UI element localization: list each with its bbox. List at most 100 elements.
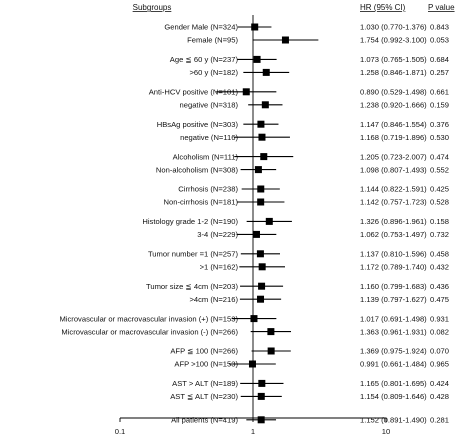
row-label: Non-alcoholism (N=308) bbox=[156, 165, 239, 174]
hr-marker bbox=[265, 217, 273, 225]
x-tick-label: 1 bbox=[251, 427, 255, 436]
row-label: HBsAg positive (N=303) bbox=[157, 120, 239, 129]
p-value: 0.732 bbox=[430, 230, 449, 239]
row-label: AFP >100 (N=153) bbox=[174, 360, 238, 369]
row-label: AST > ALT (N=189) bbox=[172, 379, 238, 388]
hr-marker bbox=[250, 315, 258, 323]
hr-marker bbox=[257, 392, 265, 400]
row-label: All patients (N=419) bbox=[171, 416, 238, 425]
hr-ci-value: 0.890 (0.529-1.498) bbox=[360, 88, 427, 97]
hr-marker bbox=[257, 198, 265, 206]
hr-ci-value: 1.062 (0.753-1.497) bbox=[360, 230, 427, 239]
row-label: AFP ≦ 100 (N=266) bbox=[170, 347, 238, 356]
row-label: Female (N=95) bbox=[187, 36, 238, 45]
row-label: negative (N=116) bbox=[180, 133, 238, 142]
row-label: Microvascular or macrovascular invasion … bbox=[59, 314, 238, 323]
p-value: 0.931 bbox=[430, 314, 449, 323]
hr-ci-value: 1.205 (0.723-2.007) bbox=[360, 152, 427, 161]
hr-marker bbox=[253, 55, 261, 63]
row-label: >4cm (N=216) bbox=[189, 295, 238, 304]
hr-ci-value: 1.154 (0.809-1.646) bbox=[360, 392, 427, 401]
hr-marker bbox=[257, 416, 265, 424]
row-label: Histology grade 1-2 (N=190) bbox=[142, 217, 238, 226]
hr-ci-value: 1.073 (0.765-1.505) bbox=[360, 55, 427, 64]
hr-marker bbox=[261, 101, 269, 109]
p-value: 0.257 bbox=[430, 68, 449, 77]
row-label: Microvascular or macrovascular invasion … bbox=[61, 327, 238, 336]
x-axis-ticks: 0.1 1 10 bbox=[115, 418, 390, 436]
hr-marker bbox=[258, 282, 266, 290]
hr-ci-value: 1.168 (0.719-1.896) bbox=[360, 133, 427, 142]
hr-marker bbox=[262, 68, 270, 76]
hr-ci-value: 1.160 (0.799-1.683) bbox=[360, 282, 427, 291]
hr-ci-value: 1.172 (0.789-1.740) bbox=[360, 263, 427, 272]
hr-ci-value: 1.369 (0.975-1.924) bbox=[360, 347, 427, 356]
p-value: 0.281 bbox=[430, 416, 449, 425]
hr-ci-value: 1.165 (0.801-1.695) bbox=[360, 379, 427, 388]
p-value: 0.376 bbox=[430, 120, 449, 129]
header-hr: HR (95% CI) bbox=[360, 3, 406, 12]
hr-marker bbox=[258, 133, 266, 141]
p-value: 0.474 bbox=[430, 152, 449, 161]
hr-marker bbox=[242, 88, 250, 96]
row-label: Anti-HCV positive (N=101) bbox=[149, 88, 239, 97]
p-value: 0.436 bbox=[430, 282, 449, 291]
p-value: 0.528 bbox=[430, 198, 449, 207]
p-value: 0.530 bbox=[430, 133, 449, 142]
row-label: >1 (N=162) bbox=[200, 263, 239, 272]
p-value: 0.070 bbox=[430, 347, 449, 356]
p-value: 0.082 bbox=[430, 327, 449, 336]
p-value: 0.424 bbox=[430, 379, 449, 388]
header-subgroups: Subgroups bbox=[133, 3, 172, 12]
row-label: Tumor size ≦ 4cm (N=203) bbox=[146, 282, 238, 291]
x-tick-label: 0.1 bbox=[115, 427, 126, 436]
hr-ci-value: 1.754 (0.992-3.100) bbox=[360, 36, 427, 45]
p-value: 0.475 bbox=[430, 295, 449, 304]
forest-rows: Gender Male (N=324) 1.030 (0.770-1.376) 0.… bbox=[59, 23, 449, 425]
hr-marker bbox=[248, 360, 256, 368]
p-value: 0.684 bbox=[430, 55, 449, 64]
hr-marker bbox=[267, 347, 275, 355]
hr-ci-value: 0.991 (0.661-1.484) bbox=[360, 360, 427, 369]
hr-ci-value: 1.326 (0.896-1.961) bbox=[360, 217, 427, 226]
p-value: 0.158 bbox=[430, 217, 449, 226]
x-tick-label: 10 bbox=[382, 427, 390, 436]
hr-ci-value: 1.147 (0.846-1.554) bbox=[360, 120, 427, 129]
hr-ci-value: 1.030 (0.770-1.376) bbox=[360, 23, 427, 32]
hr-ci-value: 1.258 (0.846-1.871) bbox=[360, 68, 427, 77]
hr-marker bbox=[254, 166, 262, 174]
row-label: Non-cirrhosis (N=181) bbox=[164, 198, 239, 207]
hr-ci-value: 1.139 (0.797-1.627) bbox=[360, 295, 427, 304]
row-label: Alcoholism (N=111) bbox=[173, 152, 239, 161]
hr-marker bbox=[260, 153, 268, 161]
hr-marker bbox=[257, 120, 265, 128]
hr-ci-value: 1.142 (0.757-1.723) bbox=[360, 198, 427, 207]
row-label: Age ≦ 60 y (N=237) bbox=[170, 55, 239, 64]
row-label: >60 y (N=182) bbox=[189, 68, 238, 77]
p-value: 0.159 bbox=[430, 101, 449, 110]
hr-marker bbox=[251, 23, 259, 31]
hr-ci-value: 1.238 (0.920-1.666) bbox=[360, 101, 427, 110]
hr-marker bbox=[257, 185, 265, 193]
hr-marker bbox=[267, 328, 275, 336]
hr-marker bbox=[252, 230, 260, 238]
p-value: 0.965 bbox=[430, 360, 449, 369]
row-label: 3-4 (N=229) bbox=[197, 230, 238, 239]
row-label: Tumor number =1 (N=257) bbox=[148, 250, 239, 259]
hr-ci-value: 1.137 (0.810-1.596) bbox=[360, 250, 427, 259]
p-value: 0.552 bbox=[430, 165, 449, 174]
row-label: AST ≦ ALT (N=230) bbox=[170, 392, 238, 401]
p-value: 0.428 bbox=[430, 392, 449, 401]
hr-ci-value: 1.017 (0.691-1.498) bbox=[360, 314, 427, 323]
row-label: negative (N=318) bbox=[180, 101, 239, 110]
hr-marker bbox=[257, 295, 265, 303]
p-value: 0.661 bbox=[430, 88, 449, 97]
row-label: Gender Male (N=324) bbox=[164, 23, 238, 32]
hr-marker bbox=[281, 36, 289, 44]
hr-marker bbox=[258, 379, 266, 387]
hr-ci-value: 1.144 (0.822-1.591) bbox=[360, 185, 427, 194]
row-label: Cirrhosis (N=238) bbox=[178, 185, 238, 194]
hr-ci-value: 1.098 (0.807-1.493) bbox=[360, 165, 427, 174]
hr-marker bbox=[258, 263, 266, 271]
